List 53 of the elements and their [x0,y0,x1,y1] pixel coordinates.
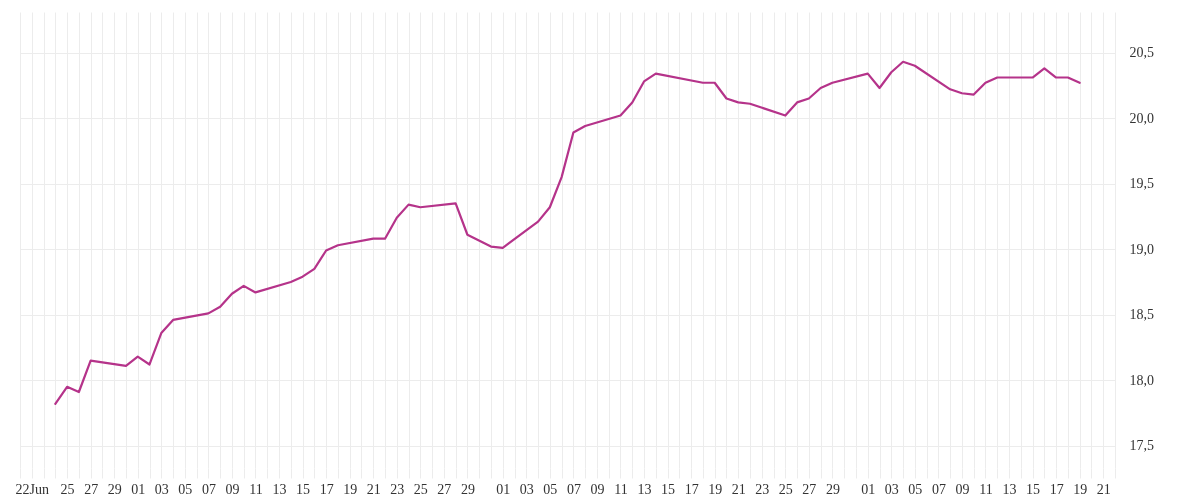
x-tick-label: 23 [755,481,770,497]
x-tick-label: 22Jun [15,481,49,497]
x-tick-label: 13 [1002,481,1017,497]
x-tick-label: 25 [778,481,793,497]
x-tick-label: 13 [272,481,287,497]
x-tick-label: 29 [460,481,475,497]
x-tick-label: 05 [908,481,923,497]
x-tick-label: 25 [413,481,428,497]
x-tick-label: 29 [825,481,840,497]
x-tick-label: 01 [861,481,876,497]
x-tick-label: 17 [1049,481,1064,497]
x-tick-label: 05 [178,481,193,497]
y-tick-label: 20,0 [1129,110,1154,126]
y-tick-label: 18,0 [1129,372,1154,388]
x-tick-label: 07 [931,481,946,497]
x-tick-label: 05 [543,481,558,497]
x-tick-label: 21 [731,481,746,497]
y-tick-label: 17,5 [1129,438,1154,454]
x-tick-label: 17 [684,481,699,497]
x-tick-label: 27 [802,481,817,497]
x-tick-label: 19 [708,481,723,497]
x-tick-label: 19 [343,481,358,497]
x-tick-label: 07 [201,481,216,497]
x-tick-label: 03 [154,481,169,497]
x-tick-label: 03 [884,481,899,497]
x-tick-label: 21 [366,481,381,497]
x-tick-label: 09 [955,481,970,497]
x-tick-label: 15 [1026,481,1041,497]
x-tick-label: 29 [107,481,122,497]
y-tick-label: 20,5 [1129,45,1154,61]
x-tick-label: 09 [590,481,605,497]
x-tick-label: 23 [390,481,405,497]
x-tick-label: 21 [1096,481,1111,497]
x-tick-label: 13 [637,481,652,497]
y-tick-label: 19,5 [1129,176,1154,192]
x-tick-label: 07 [566,481,581,497]
x-tick-label: 27 [437,481,452,497]
x-tick-label: 11 [249,481,263,497]
line-series [54,60,1081,405]
x-tick-label: 03 [519,481,534,497]
y-tick-label: 19,0 [1129,241,1154,257]
y-tick-label: 18,5 [1129,307,1154,323]
x-tick-label: 11 [979,481,993,497]
x-tick-label: 19 [1073,481,1088,497]
x-tick-label: 11 [614,481,628,497]
x-tick-label: 17 [319,481,334,497]
x-tick-label: 01 [496,481,511,497]
x-tick-label: 25 [60,481,75,497]
x-tick-label: 15 [296,481,311,497]
x-tick-label: 15 [661,481,676,497]
x-tick-label: 09 [225,481,240,497]
x-tick-label: 01 [131,481,146,497]
x-tick-label: 27 [84,481,99,497]
